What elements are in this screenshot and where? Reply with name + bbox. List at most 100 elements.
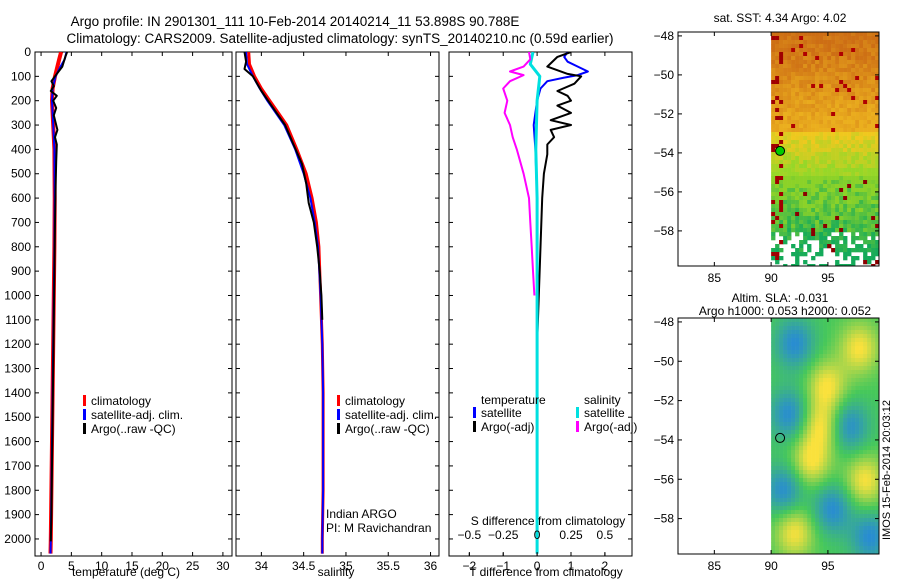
- sla-cell: [847, 322, 852, 327]
- sla-cell: [839, 446, 844, 451]
- sla-cell: [875, 530, 879, 535]
- sla-cell: [775, 434, 780, 439]
- sla-cell: [775, 462, 780, 467]
- sla-cell: [851, 366, 856, 371]
- sst-cell: [867, 148, 872, 153]
- sla-cell: [823, 378, 828, 383]
- sla-cell: [855, 426, 860, 431]
- sla-cell: [867, 354, 872, 359]
- sst-cell: [771, 248, 776, 253]
- sst-cell: [815, 156, 820, 161]
- sst-cell: [799, 144, 804, 149]
- sst-cell: [771, 232, 776, 237]
- sla-cell: [807, 434, 812, 439]
- sla-cell: [843, 342, 848, 347]
- sst-cell: [787, 204, 792, 209]
- sla-cell: [819, 330, 824, 335]
- sla-cell: [875, 442, 879, 447]
- sst-cell: [863, 212, 868, 217]
- sst-cell: [827, 216, 832, 221]
- sst-cell: [867, 56, 872, 61]
- sla-cell: [831, 354, 836, 359]
- sla-cell: [779, 438, 784, 443]
- sla-cell: [855, 362, 860, 367]
- sla-cell: [871, 526, 876, 531]
- sst-cell: [863, 136, 868, 141]
- sst-cell: [855, 36, 860, 41]
- sst-cell: [831, 156, 836, 161]
- sst-cell: [859, 32, 864, 37]
- t-difference-xlabel: T difference from climatology: [469, 565, 623, 579]
- sst-cell: [811, 152, 816, 157]
- sla-cell: [815, 430, 820, 435]
- y-tick-label: 500: [11, 167, 31, 181]
- sla-cell: [795, 406, 800, 411]
- sst-cell: [871, 40, 876, 45]
- sst-cell: [819, 64, 824, 69]
- sla-cell: [847, 526, 852, 531]
- sst-cell: [799, 136, 804, 141]
- sla-cell: [807, 550, 812, 554]
- sst-cell: [783, 224, 788, 229]
- sst-cell: [823, 96, 828, 101]
- sla-cell: [807, 322, 812, 327]
- sst-cell: [795, 64, 800, 69]
- sst-cell: [851, 228, 856, 233]
- sla-cell: [819, 514, 824, 519]
- sla-cell: [847, 514, 852, 519]
- sla-cell: [815, 550, 820, 554]
- sla-cell: [831, 450, 836, 455]
- sst-cell: [771, 236, 776, 241]
- sst-cell: [859, 112, 864, 117]
- sst-cell: [771, 32, 776, 37]
- sst-cell: [827, 172, 832, 177]
- sla-cell: [799, 410, 804, 415]
- sla-cell: [823, 430, 828, 435]
- sla-cell: [799, 418, 804, 423]
- y-tick-label: 1100: [5, 313, 31, 327]
- sst-cell: [783, 36, 788, 41]
- sla-cell: [851, 542, 856, 547]
- sla-cell: [775, 466, 780, 471]
- sla-cell: [799, 478, 804, 483]
- sst-cell: [835, 136, 840, 141]
- sla-cell: [827, 354, 832, 359]
- sla-cell: [775, 430, 780, 435]
- sla-cell: [843, 330, 848, 335]
- sst-cell: [847, 208, 852, 213]
- sla-cell: [791, 538, 796, 543]
- sst-cell: [855, 256, 860, 261]
- sla-cell: [851, 374, 856, 379]
- sla-cell: [819, 406, 824, 411]
- sla-cell: [847, 342, 852, 347]
- sst-cell: [791, 216, 796, 221]
- sla-cell: [855, 382, 860, 387]
- sla-cell: [823, 490, 828, 495]
- sla-cell: [823, 502, 828, 507]
- sla-cell: [859, 350, 864, 355]
- sst-cell: [823, 88, 828, 93]
- sla-cell: [839, 330, 844, 335]
- sst-cell: [795, 184, 800, 189]
- sla-cell: [795, 502, 800, 507]
- sst-cell: [775, 100, 780, 105]
- sla-cell: [863, 522, 868, 527]
- sst-cell: [859, 60, 864, 65]
- sla-cell: [863, 482, 868, 487]
- sla-cell: [787, 526, 792, 531]
- sst-cell: [867, 60, 872, 65]
- sst-cell: [831, 132, 836, 137]
- sst-cell: [823, 44, 828, 49]
- sla-cell: [835, 478, 840, 483]
- sst-cell: [823, 104, 828, 109]
- sla-cell: [839, 530, 844, 535]
- sst-heatmap-cells: [771, 32, 879, 266]
- sla-cell: [863, 366, 868, 371]
- sst-cell: [851, 184, 856, 189]
- sst-cell: [775, 256, 780, 261]
- sst-cell: [839, 152, 844, 157]
- sst-cell: [839, 148, 844, 153]
- sla-cell: [863, 534, 868, 539]
- sla-cell: [783, 354, 788, 359]
- sla-cell: [831, 326, 836, 331]
